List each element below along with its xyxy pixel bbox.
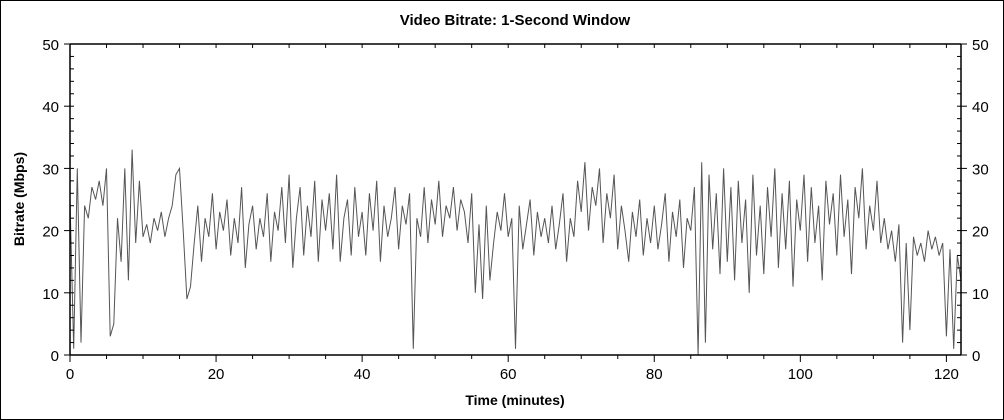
y-axis-label: Bitrate (Mbps) <box>11 152 27 246</box>
series-line <box>69 149 962 356</box>
chart-title: Video Bitrate: 1-Second Window <box>400 12 631 29</box>
y-tick-label-left: 40 <box>42 99 59 116</box>
x-tick-label: 20 <box>208 366 225 383</box>
y-tick-label-left: 10 <box>42 286 59 303</box>
x-tick-label: 120 <box>934 366 959 383</box>
y-tick-label-right: 0 <box>972 348 980 365</box>
x-tick-label: 100 <box>788 366 813 383</box>
y-tick-label-right: 40 <box>972 99 989 116</box>
y-tick-label-left: 0 <box>51 348 59 365</box>
y-tick-label-right: 50 <box>972 37 989 54</box>
x-tick-label: 40 <box>354 366 371 383</box>
y-tick-label-right: 30 <box>972 161 989 178</box>
y-tick-label-right: 10 <box>972 286 989 303</box>
y-tick-label-left: 30 <box>42 161 59 178</box>
x-tick-label: 80 <box>646 366 663 383</box>
x-axis-label: Time (minutes) <box>465 392 564 408</box>
y-tick-label-right: 20 <box>972 224 989 241</box>
y-tick-label-left: 20 <box>42 224 59 241</box>
y-tick-label-left: 50 <box>42 37 59 54</box>
x-tick-label: 60 <box>500 366 517 383</box>
x-tick-label: 0 <box>66 366 74 383</box>
